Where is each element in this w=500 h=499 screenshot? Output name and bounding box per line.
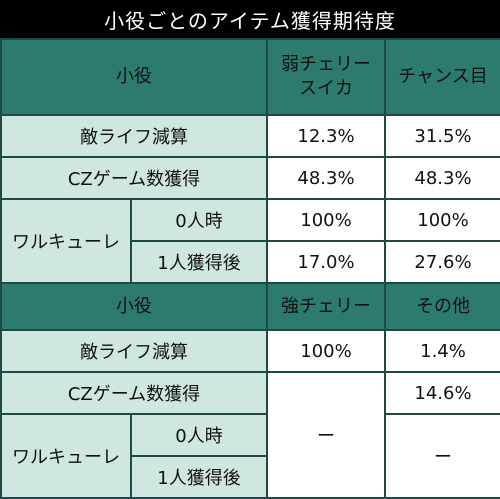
cell-value: 48.3%: [266, 156, 386, 200]
section2-role-header: 小役: [0, 282, 268, 331]
cell-value: 48.3%: [384, 156, 500, 200]
row-label-enemy-life: 敵ライフ減算: [0, 329, 268, 373]
section2-col1-header: 強チェリー: [266, 282, 386, 331]
sub-label-one: 1人獲得後: [130, 240, 268, 284]
section1-col1-header: 弱チェリー スイカ: [266, 38, 386, 116]
section1-header-row: 小役 弱チェリー スイカ チャンス目: [0, 38, 500, 116]
cell-value-highlight: 100%: [384, 198, 500, 242]
row-label-valkyrie: ワルキューレ: [0, 413, 132, 499]
cell-value: 14.6%: [384, 371, 500, 415]
cell-value-highlight: 100%: [266, 329, 386, 373]
item-probability-table: 小役 弱チェリー スイカ チャンス目 敵ライフ減算 12.3% 31.5% CZ…: [0, 38, 500, 499]
row-label-valkyrie: ワルキューレ: [0, 198, 132, 284]
section1-role-header: 小役: [0, 38, 268, 116]
table-row: CZゲーム数獲得 48.3% 48.3%: [0, 156, 500, 200]
sub-label-zero: 0人時: [130, 413, 268, 457]
row-label-cz-game: CZゲーム数獲得: [0, 371, 268, 415]
section2-header-row: 小役 強チェリー その他: [0, 282, 500, 331]
cell-value: 1.4%: [384, 329, 500, 373]
row-label-enemy-life: 敵ライフ減算: [0, 114, 268, 158]
table-row: CZゲーム数獲得 ー 14.6%: [0, 371, 500, 499]
sub-label-zero: 0人時: [130, 198, 268, 242]
table-row: 敵ライフ減算 100% 1.4%: [0, 329, 500, 373]
table-row: 敵ライフ減算 12.3% 31.5%: [0, 114, 500, 158]
cell-value-dash: ー: [384, 413, 500, 499]
table-row: 1人獲得後 17.0% 27.6%: [1, 240, 500, 284]
cell-value: 27.6%: [384, 240, 500, 284]
page-title: 小役ごとのアイテム獲得期待度: [0, 0, 500, 38]
cell-value: 31.5%: [384, 114, 500, 158]
table-row: ワルキューレ 0人時 100% 100%: [0, 198, 500, 284]
cell-value-highlight: 100%: [266, 198, 386, 242]
sub-label-one: 1人獲得後: [130, 455, 268, 499]
row-label-cz-game: CZゲーム数獲得: [0, 156, 268, 200]
section1-col1-header-text: 弱チェリー スイカ: [281, 54, 371, 99]
cell-value: 12.3%: [266, 114, 386, 158]
table-row: ワルキューレ 0人時 ー: [0, 413, 500, 499]
cell-value: 17.0%: [266, 240, 386, 284]
section1-col2-header: チャンス目: [384, 38, 500, 116]
cell-value-dash: ー: [266, 371, 386, 499]
section2-col2-header: その他: [384, 282, 500, 331]
